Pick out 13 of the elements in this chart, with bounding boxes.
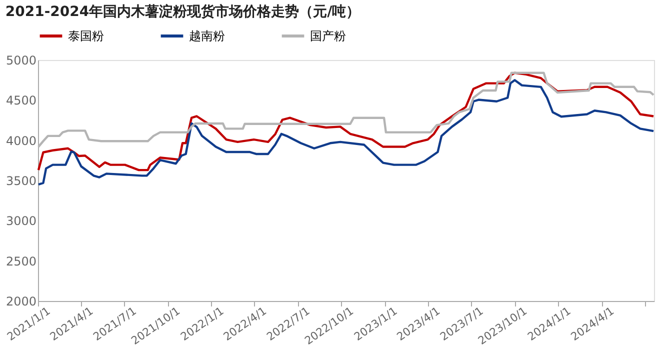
line-series	[37, 78, 655, 186]
line-series	[37, 72, 655, 172]
legend-label: 泰国粉	[68, 29, 104, 43]
y-tick-label: 3000	[6, 214, 36, 228]
legend-label: 越南粉	[189, 29, 225, 43]
legend-label: 国产粉	[310, 29, 346, 43]
y-tick-label: 3500	[6, 174, 36, 188]
y-tick-label: 5000	[6, 54, 36, 68]
y-tick-label: 4500	[6, 94, 36, 108]
y-tick-label: 2000	[6, 294, 36, 308]
y-tick-label: 4000	[6, 134, 36, 148]
y-tick-label: 2500	[6, 254, 36, 268]
chart-title: 2021-2024年国内木薯淀粉现货市场价格走势（元/吨）	[5, 3, 360, 20]
